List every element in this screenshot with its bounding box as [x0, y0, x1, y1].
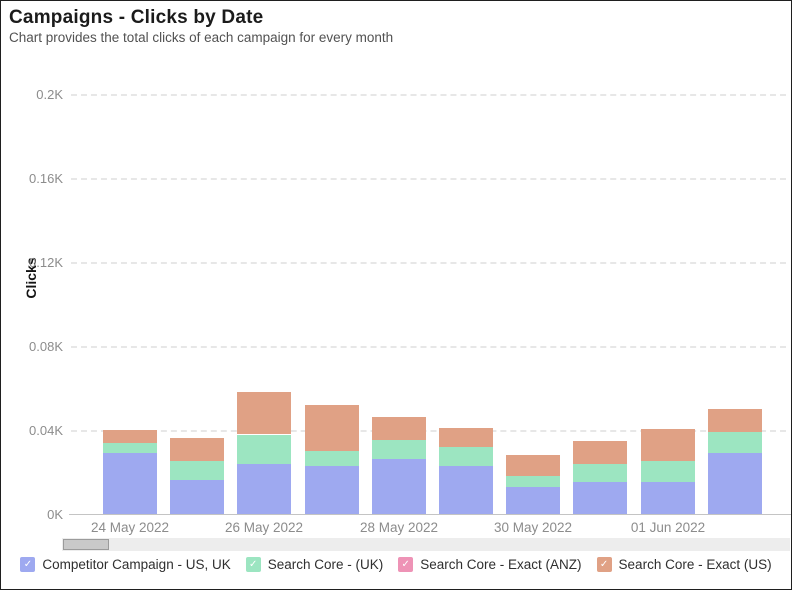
bar-segment[interactable]	[305, 405, 359, 451]
bar-segment[interactable]	[506, 476, 560, 487]
bar-segment[interactable]	[439, 447, 493, 466]
legend-checkbox-icon[interactable]: ✓	[245, 557, 261, 572]
bar-segment[interactable]	[170, 461, 224, 480]
x-tick-label: 28 May 2022	[359, 520, 439, 535]
bar-segment[interactable]	[506, 487, 560, 514]
y-tick-label: 0.16K	[29, 171, 63, 186]
page-subtitle: Chart provides the total clicks of each …	[9, 30, 394, 45]
gridline	[71, 178, 786, 180]
chart-legend: ✓ Competitor Campaign - US, UK ✓ Search Cor…	[1, 557, 791, 572]
bar-segment[interactable]	[103, 430, 157, 443]
bar-segment[interactable]	[372, 459, 426, 514]
legend-item[interactable]: ✓ Search Core - Exact (US)	[596, 557, 772, 572]
bar-segment[interactable]	[573, 482, 627, 514]
x-tick-label: 01 Jun 2022	[630, 520, 706, 535]
y-tick-label: 0K	[47, 507, 63, 522]
bar-segment[interactable]	[103, 442, 157, 453]
bar-segment[interactable]	[641, 461, 695, 482]
bar-segment[interactable]	[170, 480, 224, 514]
x-tick-label: 24 May 2022	[90, 520, 170, 535]
bar-segment[interactable]	[170, 438, 224, 461]
bar-segment[interactable]	[708, 409, 762, 432]
bar-segment[interactable]	[439, 466, 493, 514]
y-tick-label: 0.08K	[29, 339, 63, 354]
legend-checkbox-icon[interactable]: ✓	[398, 557, 414, 572]
bar-segment[interactable]	[103, 453, 157, 514]
gridline	[71, 430, 786, 432]
x-tick-label: 26 May 2022	[224, 520, 304, 535]
bar-segment[interactable]	[237, 464, 291, 514]
bar-segment[interactable]	[237, 392, 291, 434]
horizontal-scrollbar-track[interactable]	[62, 538, 790, 551]
legend-item-label: Competitor Campaign - US, UK	[42, 557, 231, 572]
y-tick-label: 0.2K	[36, 87, 63, 102]
legend-item-label: Search Core - Exact (US)	[618, 557, 772, 572]
gridline	[71, 346, 786, 348]
bar-segment[interactable]	[439, 428, 493, 447]
gridline	[71, 94, 786, 96]
x-tick-label: 30 May 2022	[493, 520, 573, 535]
x-axis-line	[69, 514, 791, 515]
legend-item[interactable]: ✓ Search Core - (UK)	[245, 557, 384, 572]
bar-segment[interactable]	[641, 482, 695, 514]
bar-segment[interactable]	[506, 455, 560, 476]
bar-segment[interactable]	[237, 435, 291, 464]
legend-item[interactable]: ✓ Search Core - Exact (ANZ)	[398, 557, 582, 572]
gridline	[71, 262, 786, 264]
bar-segment[interactable]	[372, 417, 426, 440]
legend-item[interactable]: ✓ Competitor Campaign - US, UK	[20, 557, 231, 572]
y-tick-label: 0.12K	[29, 255, 63, 270]
bar-segment[interactable]	[708, 432, 762, 453]
horizontal-scrollbar-thumb[interactable]	[63, 539, 109, 550]
bar-segment[interactable]	[305, 451, 359, 466]
legend-item-label: Search Core - Exact (ANZ)	[420, 557, 582, 572]
bar-segment[interactable]	[573, 441, 627, 464]
legend-item-label: Search Core - (UK)	[267, 557, 384, 572]
page-title: Campaigns - Clicks by Date	[9, 7, 264, 28]
bar-segment[interactable]	[708, 453, 762, 514]
legend-checkbox-icon[interactable]: ✓	[20, 557, 36, 572]
bar-segment[interactable]	[372, 440, 426, 459]
bar-segment[interactable]	[641, 429, 695, 461]
legend-checkbox-icon[interactable]: ✓	[596, 557, 612, 572]
bar-segment[interactable]	[573, 463, 627, 482]
bar-segment[interactable]	[305, 466, 359, 514]
y-tick-label: 0.04K	[29, 423, 63, 438]
